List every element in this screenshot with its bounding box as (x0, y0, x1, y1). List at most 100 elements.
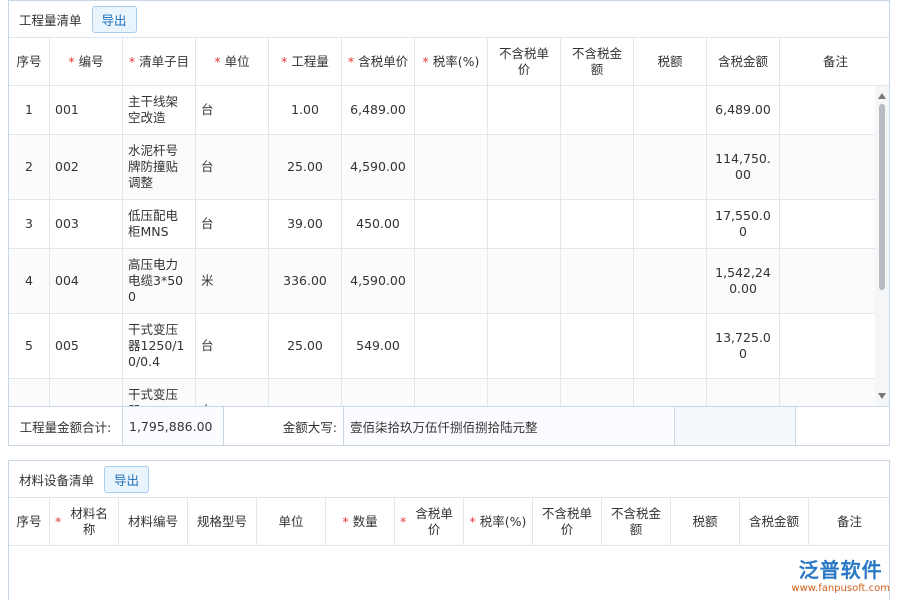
table-cell (415, 86, 488, 135)
required-mark: * (347, 53, 355, 69)
table-cell (780, 200, 878, 249)
header-label: 含税金额 (717, 53, 768, 69)
header-label: 工程量 (291, 53, 329, 69)
required-mark: * (469, 513, 476, 529)
caps-value: 壹佰柒拾玖万伍仟捌佰捌拾陆元整 (344, 407, 675, 445)
table-cell: 450.00 (342, 200, 415, 249)
header-cell: * 税率(%) (464, 498, 533, 546)
table-cell: 13,725.00 (707, 314, 780, 379)
table-cell: 1 (9, 86, 50, 135)
table-cell (634, 86, 707, 135)
table-cell: 干式变压器2000/10/0.4 (123, 379, 196, 406)
watermark: 泛普软件 www.fanpusoft.com (791, 554, 890, 594)
header-cell: * 编号 (50, 38, 123, 86)
total-label: 工程量金额合计: (9, 407, 123, 445)
table-cell (415, 135, 488, 200)
table-cell: 2 (9, 135, 50, 200)
caps-label: 金额大写: (224, 407, 344, 445)
header-cell: 税额 (671, 498, 740, 546)
table-cell: 高压电力电缆3*500 (123, 249, 196, 314)
summary-row: 工程量金额合计: 1,795,886.00 金额大写: 壹佰柒拾玖万伍仟捌佰捌拾… (9, 406, 889, 445)
table-cell (415, 249, 488, 314)
header-cell: * 工程量 (269, 38, 342, 86)
scroll-arrows (878, 93, 886, 399)
quantity-panel: 工程量清单 导出 序号 * 编号 * 清单子目 * 单位 * 工程量 * 含税单价 * 税率(%) 不含税单… (8, 0, 890, 446)
table-cell (488, 200, 561, 249)
header-label: 清单子目 (139, 53, 190, 69)
panel-title: 工程量清单 (19, 12, 82, 28)
scrollbar[interactable] (875, 86, 889, 406)
table-cell: 336.00 (269, 249, 342, 314)
table-cell: 2.00 (269, 379, 342, 406)
table-cell: 台 (196, 379, 269, 406)
table-cell: 006 (50, 379, 123, 406)
header-label: 材料编号 (127, 513, 178, 529)
table-cell: 8,798.00 (707, 379, 780, 406)
header-label: 序号 (16, 53, 42, 69)
table-cell (561, 200, 634, 249)
table-cell: 台 (196, 200, 269, 249)
table-cell: 水泥杆号牌防撞贴调整 (123, 135, 196, 200)
table-cell: 台 (196, 135, 269, 200)
header-label: 税额 (657, 53, 683, 69)
header-cell: 不含税单价 (533, 498, 602, 546)
table-cell (488, 86, 561, 135)
required-mark: * (422, 53, 429, 69)
header-label: 税率(%) (479, 513, 527, 529)
header-label: 含税单价 (415, 505, 453, 537)
required-mark: * (55, 513, 62, 529)
material-panel: 材料设备清单 导出 序号 * 材料名称 材料编号 规格型号 单位 * 数量 * 含税单价 * 税率(%)… (8, 460, 890, 600)
header-label: 备注 (836, 513, 862, 529)
total-value: 1,795,886.00 (123, 407, 224, 445)
table-cell: 004 (50, 249, 123, 314)
table-cell (780, 135, 878, 200)
empty-cell (796, 407, 889, 445)
table-cell (415, 314, 488, 379)
header-cell: * 税率(%) (415, 38, 488, 86)
scroll-thumb[interactable] (879, 104, 885, 290)
header-cell: 不含税单价 (488, 38, 561, 86)
export-button[interactable]: 导出 (91, 5, 137, 33)
table-cell (561, 314, 634, 379)
rows: 1 001 主干线架空改造台 1.00 6,489.00 6,489.00 2 002 水泥杆号… (9, 86, 878, 406)
export-button[interactable]: 导出 (104, 465, 150, 493)
panel-bar: 工程量清单 导出 (9, 1, 889, 38)
empty-cell (675, 407, 796, 445)
header-cell: 序号 (9, 498, 50, 546)
table-cell (634, 314, 707, 379)
header-label: 备注 (822, 53, 848, 69)
header-label: 不含税单价 (498, 45, 549, 77)
required-mark: * (342, 513, 349, 529)
table-cell: 003 (50, 200, 123, 249)
header-label: 含税单价 (358, 53, 409, 69)
table-cell (488, 314, 561, 379)
table-cell (780, 86, 878, 135)
header-label: 材料名称 (70, 505, 108, 537)
table-cell: 3 (9, 200, 50, 249)
header-label: 税率(%) (432, 53, 480, 69)
table-cell: 17,550.00 (707, 200, 780, 249)
header-label: 含税金额 (748, 513, 799, 529)
header-label: 数量 (352, 513, 378, 529)
header-cell: * 含税单价 (342, 38, 415, 86)
table-cell: 主干线架空改造 (123, 86, 196, 135)
table-cell (634, 135, 707, 200)
table-cell (561, 249, 634, 314)
header-label: 单位 (224, 53, 250, 69)
required-mark: * (214, 53, 221, 69)
header-cell: 序号 (9, 38, 50, 86)
header-label: 序号 (16, 513, 42, 529)
table-cell (561, 86, 634, 135)
table-cell (415, 379, 488, 406)
table-cell: 549.00 (342, 314, 415, 379)
header-row: 序号 * 材料名称 材料编号 规格型号 单位 * 数量 * 含税单价 * 税率(%) 不含税单价 不含税金… (9, 498, 889, 546)
header-label: 编号 (78, 53, 104, 69)
header-cell: 含税金额 (740, 498, 809, 546)
header-cell: 不含税金额 (602, 498, 671, 546)
table-cell (634, 200, 707, 249)
required-mark: * (281, 53, 288, 69)
table-cell: 4,590.00 (342, 135, 415, 200)
header-cell: * 材料名称 (50, 498, 119, 546)
header-cell: 备注 (809, 498, 889, 546)
table-cell: 6,489.00 (342, 86, 415, 135)
